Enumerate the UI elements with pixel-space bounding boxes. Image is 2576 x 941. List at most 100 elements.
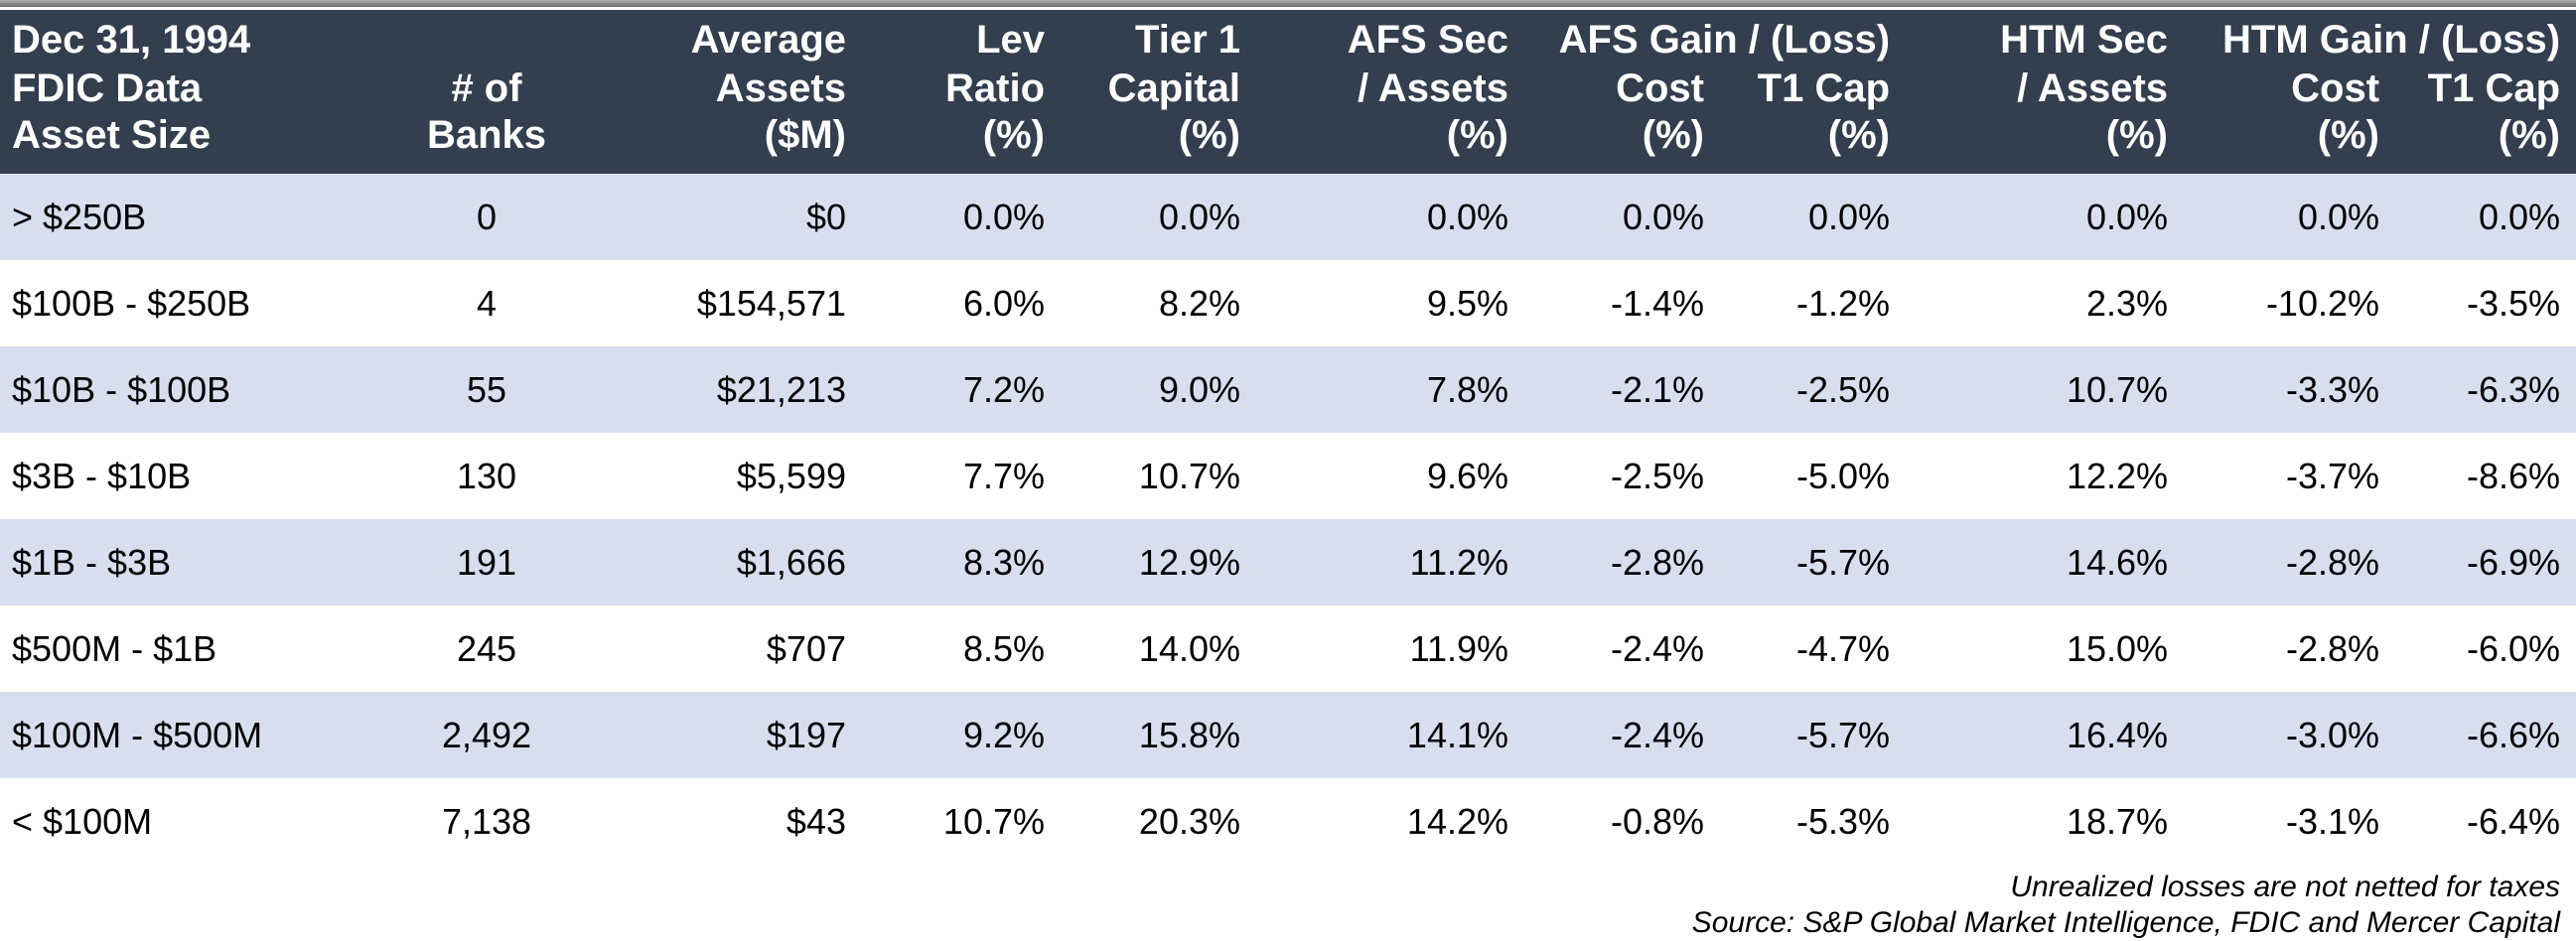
header-row-2: FDIC Data # of Assets Ratio Capital / As… bbox=[0, 64, 2576, 113]
value-cell: -6.9% bbox=[2466, 541, 2561, 583]
value-cell: 12.9% bbox=[1138, 541, 1240, 583]
value-cell: $21,213 bbox=[716, 368, 846, 410]
value-cell: -8.6% bbox=[2466, 455, 2561, 496]
group-header-afs-gain-loss: AFS Gain / (Loss) bbox=[1520, 10, 1903, 64]
value-cell: 14.2% bbox=[1406, 800, 1508, 842]
value-cell: -6.0% bbox=[2466, 627, 2561, 669]
row-label-cell: $1B - $3B bbox=[12, 541, 172, 583]
column-header: (%) bbox=[1520, 113, 1716, 174]
value-cell: 0.0% bbox=[2478, 196, 2561, 237]
column-header: Banks bbox=[367, 113, 606, 174]
value-cell: 8.5% bbox=[962, 627, 1045, 669]
value-cell: 10.7% bbox=[942, 800, 1045, 842]
value-cell: -5.3% bbox=[1795, 800, 1891, 842]
column-header: (%) bbox=[2180, 113, 2392, 174]
row-label-cell: $500M - $1B bbox=[12, 627, 217, 669]
value-cell: $5,599 bbox=[736, 455, 846, 496]
value-cell: -6.6% bbox=[2466, 714, 2561, 755]
value-cell: -1.4% bbox=[1610, 282, 1704, 324]
value-cell: 0.0% bbox=[2297, 196, 2380, 237]
value-cell: 130 bbox=[456, 455, 517, 496]
value-cell: -2.4% bbox=[1610, 714, 1704, 755]
table-title-line: Asset Size bbox=[0, 113, 367, 174]
value-cell: $197 bbox=[766, 714, 846, 755]
value-cell: $154,571 bbox=[696, 282, 846, 324]
table-header: Dec 31, 1994 Average Lev Tier 1 AFS Sec … bbox=[0, 10, 2576, 174]
value-cell: 0.0% bbox=[962, 196, 1045, 237]
column-header: (%) bbox=[1252, 113, 1520, 174]
table-row: < $100M 7,138 $43 10.7% 20.3% 14.2% -0.8% -5.3%… bbox=[0, 778, 2576, 865]
value-cell: 0.0% bbox=[1622, 196, 1704, 237]
value-cell: 14.6% bbox=[2066, 541, 2169, 583]
value-cell: -5.7% bbox=[1795, 541, 1891, 583]
value-cell: 7,138 bbox=[441, 800, 532, 842]
footnote-taxes: Unrealized losses are not netted for tax… bbox=[2010, 871, 2560, 903]
fdic-asset-size-table: Dec 31, 1994 Average Lev Tier 1 AFS Sec … bbox=[0, 10, 2576, 865]
row-label-cell: $10B - $100B bbox=[12, 368, 231, 410]
value-cell: -10.2% bbox=[2265, 282, 2380, 324]
value-cell: 6.0% bbox=[962, 282, 1045, 324]
value-cell: -2.8% bbox=[1610, 541, 1704, 583]
row-label-cell: $3B - $10B bbox=[12, 455, 192, 496]
value-cell: 11.9% bbox=[1409, 627, 1508, 669]
row-label-cell: $100B - $250B bbox=[12, 282, 251, 324]
column-header: (%) bbox=[858, 113, 1057, 174]
column-header: Ratio bbox=[858, 64, 1057, 113]
value-cell: 9.2% bbox=[962, 714, 1045, 755]
column-header: Capital bbox=[1057, 64, 1252, 113]
column-header: ($M) bbox=[606, 113, 858, 174]
value-cell: 191 bbox=[456, 541, 517, 583]
value-cell: -5.0% bbox=[1795, 455, 1891, 496]
column-header: (%) bbox=[1057, 113, 1252, 174]
table-row: $3B - $10B 130 $5,599 7.7% 10.7% 9.6% -2.5% -5.… bbox=[0, 433, 2576, 519]
column-header: / Assets bbox=[1902, 64, 2181, 113]
column-header: / Assets bbox=[1252, 64, 1520, 113]
value-cell: 4 bbox=[476, 282, 498, 324]
value-cell: 16.4% bbox=[2066, 714, 2169, 755]
column-header: Assets bbox=[606, 64, 858, 113]
value-cell: 14.1% bbox=[1406, 714, 1508, 755]
value-cell: 0.0% bbox=[1158, 196, 1240, 237]
column-header: (%) bbox=[1716, 113, 1903, 174]
row-label-cell: < $100M bbox=[12, 800, 153, 842]
column-header: Tier 1 bbox=[1057, 10, 1252, 64]
value-cell: -2.8% bbox=[2285, 541, 2380, 583]
value-cell: -3.0% bbox=[2285, 714, 2380, 755]
column-header: T1 Cap bbox=[1716, 64, 1903, 113]
row-label-cell: $100M - $500M bbox=[12, 714, 263, 755]
column-header: Cost bbox=[1520, 64, 1716, 113]
value-cell: 20.3% bbox=[1138, 800, 1240, 842]
value-cell: 55 bbox=[466, 368, 507, 410]
value-cell: 14.0% bbox=[1138, 627, 1240, 669]
table-title-line: FDIC Data bbox=[0, 64, 367, 113]
value-cell: 10.7% bbox=[1138, 455, 1240, 496]
value-cell: -2.5% bbox=[1795, 368, 1891, 410]
footnote-source: Source: S&P Global Market Intelligence, … bbox=[1691, 906, 2560, 939]
column-header: HTM Sec bbox=[1902, 10, 2181, 64]
value-cell: 7.7% bbox=[962, 455, 1045, 496]
value-cell: 7.2% bbox=[962, 368, 1045, 410]
value-cell: -5.7% bbox=[1795, 714, 1891, 755]
value-cell: $0 bbox=[805, 196, 846, 237]
column-header: # of bbox=[367, 64, 606, 113]
table-row: $100B - $250B 4 $154,571 6.0% 8.2% 9.5% -1.4% -… bbox=[0, 260, 2576, 346]
value-cell: 18.7% bbox=[2066, 800, 2169, 842]
value-cell: 2,492 bbox=[441, 714, 532, 755]
value-cell: -2.1% bbox=[1610, 368, 1704, 410]
value-cell: -2.4% bbox=[1610, 627, 1704, 669]
value-cell: $43 bbox=[786, 800, 846, 842]
table-row: $10B - $100B 55 $21,213 7.2% 9.0% 7.8% -2.1% -2… bbox=[0, 346, 2576, 433]
value-cell: 7.8% bbox=[1426, 368, 1508, 410]
value-cell: -1.2% bbox=[1795, 282, 1891, 324]
column-header: Lev bbox=[858, 10, 1057, 64]
value-cell: 9.5% bbox=[1426, 282, 1508, 324]
group-header-htm-gain-loss: HTM Gain / (Loss) bbox=[2180, 10, 2576, 64]
value-cell: 15.0% bbox=[2066, 627, 2169, 669]
value-cell: 9.6% bbox=[1426, 455, 1508, 496]
table-row: > $250B 0 $0 0.0% 0.0% 0.0% 0.0% 0.0% 0.0% 0.0% 0.… bbox=[0, 174, 2576, 260]
value-cell: -4.7% bbox=[1795, 627, 1891, 669]
value-cell: 8.3% bbox=[962, 541, 1045, 583]
value-cell: -2.5% bbox=[1610, 455, 1704, 496]
value-cell: 0.0% bbox=[1807, 196, 1891, 237]
top-border-gap bbox=[0, 7, 2576, 10]
